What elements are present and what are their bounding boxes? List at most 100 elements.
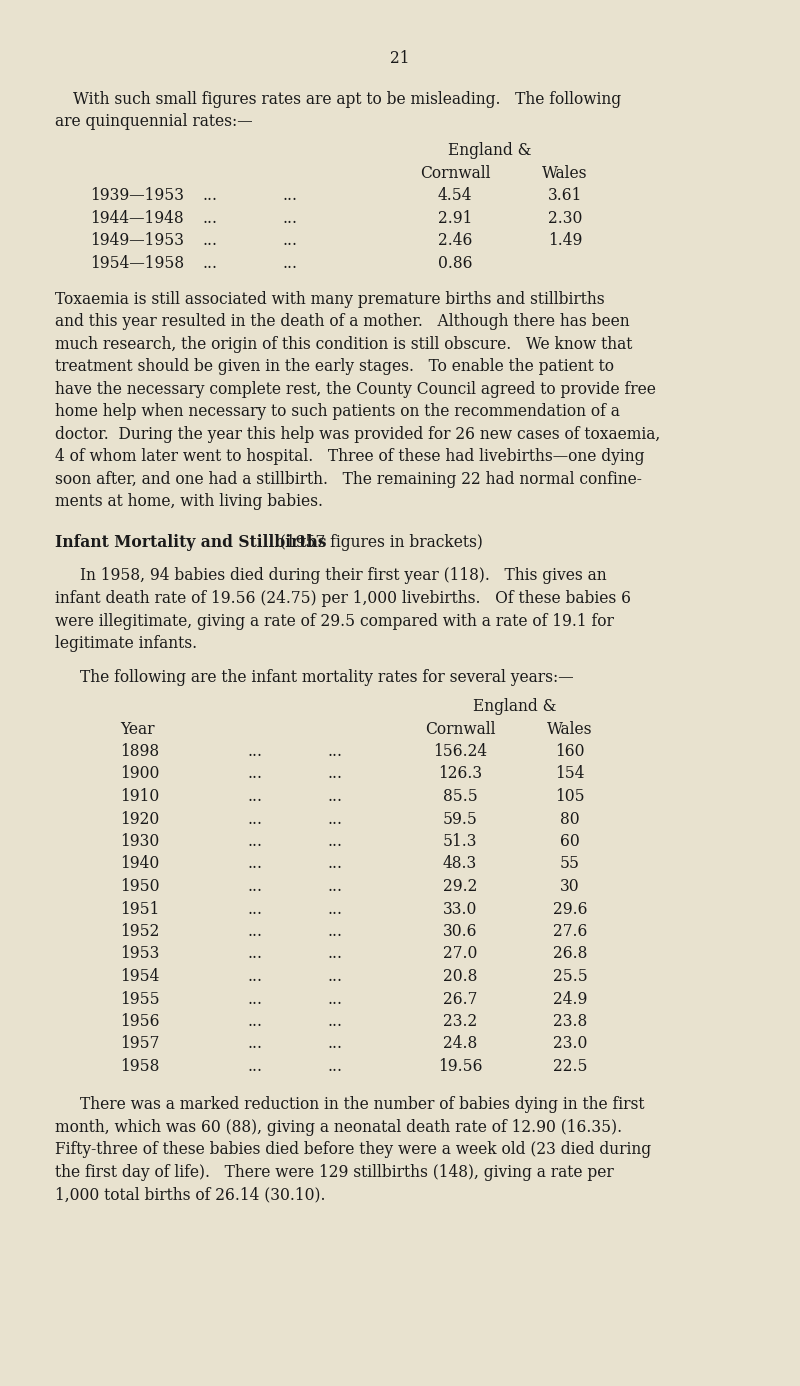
Text: ...: ...: [327, 811, 342, 827]
Text: 22.5: 22.5: [553, 1058, 587, 1076]
Text: ...: ...: [247, 945, 262, 962]
Text: ...: ...: [327, 991, 342, 1008]
Text: treatment should be given in the early stages.   To enable the patient to: treatment should be given in the early s…: [55, 358, 614, 376]
Text: 1953: 1953: [120, 945, 159, 962]
Text: 3.61: 3.61: [548, 187, 582, 204]
Text: ...: ...: [247, 855, 262, 873]
Text: 80: 80: [560, 811, 580, 827]
Text: 1.49: 1.49: [548, 233, 582, 249]
Text: 1949—1953: 1949—1953: [90, 233, 184, 249]
Text: doctor.  During the year this help was provided for 26 new cases of toxaemia,: doctor. During the year this help was pr…: [55, 426, 660, 442]
Text: (1957 figures in brackets): (1957 figures in brackets): [275, 534, 483, 550]
Text: 126.3: 126.3: [438, 765, 482, 783]
Text: 55: 55: [560, 855, 580, 873]
Text: 23.0: 23.0: [553, 1035, 587, 1052]
Text: ...: ...: [327, 1013, 342, 1030]
Text: were illegitimate, giving a rate of 29.5 compared with a rate of 19.1 for: were illegitimate, giving a rate of 29.5…: [55, 613, 614, 629]
Text: The following are the infant mortality rates for several years:—: The following are the infant mortality r…: [80, 669, 574, 686]
Text: ...: ...: [327, 789, 342, 805]
Text: 1955: 1955: [120, 991, 160, 1008]
Text: 154: 154: [555, 765, 585, 783]
Text: ...: ...: [202, 255, 218, 272]
Text: ...: ...: [247, 789, 262, 805]
Text: and this year resulted in the death of a mother.   Although there has been: and this year resulted in the death of a…: [55, 313, 630, 330]
Text: 1944—1948: 1944—1948: [90, 209, 184, 227]
Text: ...: ...: [327, 877, 342, 895]
Text: legitimate infants.: legitimate infants.: [55, 635, 197, 651]
Text: ...: ...: [247, 967, 262, 985]
Text: ...: ...: [247, 1058, 262, 1076]
Text: 1910: 1910: [120, 789, 159, 805]
Text: ...: ...: [247, 1013, 262, 1030]
Text: 20.8: 20.8: [443, 967, 477, 985]
Text: ...: ...: [202, 233, 218, 249]
Text: 1940: 1940: [120, 855, 159, 873]
Text: 51.3: 51.3: [442, 833, 478, 850]
Text: Year: Year: [120, 721, 154, 737]
Text: Cornwall: Cornwall: [420, 165, 490, 182]
Text: England &: England &: [448, 143, 532, 159]
Text: much research, the origin of this condition is still obscure.   We know that: much research, the origin of this condit…: [55, 335, 632, 353]
Text: 1898: 1898: [120, 743, 159, 760]
Text: 1958: 1958: [120, 1058, 159, 1076]
Text: 0.86: 0.86: [438, 255, 472, 272]
Text: 26.8: 26.8: [553, 945, 587, 962]
Text: 33.0: 33.0: [443, 901, 477, 918]
Text: 156.24: 156.24: [433, 743, 487, 760]
Text: ...: ...: [202, 187, 218, 204]
Text: 26.7: 26.7: [443, 991, 477, 1008]
Text: ...: ...: [247, 991, 262, 1008]
Text: ...: ...: [247, 901, 262, 918]
Text: month, which was 60 (88), giving a neonatal death rate of 12.90 (16.35).: month, which was 60 (88), giving a neona…: [55, 1119, 622, 1135]
Text: 160: 160: [555, 743, 585, 760]
Text: 1939—1953: 1939—1953: [90, 187, 184, 204]
Text: ...: ...: [282, 209, 298, 227]
Text: Wales: Wales: [547, 721, 593, 737]
Text: ...: ...: [327, 967, 342, 985]
Text: 59.5: 59.5: [442, 811, 478, 827]
Text: 27.6: 27.6: [553, 923, 587, 940]
Text: 29.2: 29.2: [443, 877, 477, 895]
Text: 105: 105: [555, 789, 585, 805]
Text: ...: ...: [282, 233, 298, 249]
Text: 1951: 1951: [120, 901, 159, 918]
Text: 1956: 1956: [120, 1013, 159, 1030]
Text: With such small figures rates are apt to be misleading.   The following: With such small figures rates are apt to…: [73, 90, 621, 108]
Text: 30: 30: [560, 877, 580, 895]
Text: 85.5: 85.5: [442, 789, 478, 805]
Text: ...: ...: [247, 811, 262, 827]
Text: 29.6: 29.6: [553, 901, 587, 918]
Text: ...: ...: [202, 209, 218, 227]
Text: 1920: 1920: [120, 811, 159, 827]
Text: 19.56: 19.56: [438, 1058, 482, 1076]
Text: 24.9: 24.9: [553, 991, 587, 1008]
Text: 1950: 1950: [120, 877, 159, 895]
Text: ...: ...: [327, 833, 342, 850]
Text: 2.91: 2.91: [438, 209, 472, 227]
Text: the first day of life).   There were 129 stillbirths (148), giving a rate per: the first day of life). There were 129 s…: [55, 1164, 614, 1181]
Text: ...: ...: [247, 765, 262, 783]
Text: 4.54: 4.54: [438, 187, 472, 204]
Text: 27.0: 27.0: [443, 945, 477, 962]
Text: soon after, and one had a stillbirth.   The remaining 22 had normal confine-: soon after, and one had a stillbirth. Th…: [55, 471, 642, 488]
Text: 1954—1958: 1954—1958: [90, 255, 184, 272]
Text: 21: 21: [390, 50, 410, 67]
Text: 1957: 1957: [120, 1035, 159, 1052]
Text: ...: ...: [327, 923, 342, 940]
Text: 48.3: 48.3: [443, 855, 477, 873]
Text: Toxaemia is still associated with many premature births and stillbirths: Toxaemia is still associated with many p…: [55, 291, 605, 308]
Text: home help when necessary to such patients on the recommendation of a: home help when necessary to such patient…: [55, 403, 620, 420]
Text: ...: ...: [327, 743, 342, 760]
Text: 1,000 total births of 26.14 (30.10).: 1,000 total births of 26.14 (30.10).: [55, 1186, 326, 1203]
Text: ...: ...: [247, 1035, 262, 1052]
Text: Fifty-three of these babies died before they were a week old (23 died during: Fifty-three of these babies died before …: [55, 1141, 651, 1159]
Text: 1952: 1952: [120, 923, 159, 940]
Text: England &: England &: [474, 699, 557, 715]
Text: Cornwall: Cornwall: [425, 721, 495, 737]
Text: There was a marked reduction in the number of babies dying in the first: There was a marked reduction in the numb…: [80, 1096, 645, 1113]
Text: In 1958, 94 babies died during their first year (118).   This gives an: In 1958, 94 babies died during their fir…: [80, 567, 606, 585]
Text: ...: ...: [282, 255, 298, 272]
Text: 23.2: 23.2: [443, 1013, 477, 1030]
Text: ...: ...: [327, 945, 342, 962]
Text: have the necessary complete rest, the County Council agreed to provide free: have the necessary complete rest, the Co…: [55, 381, 656, 398]
